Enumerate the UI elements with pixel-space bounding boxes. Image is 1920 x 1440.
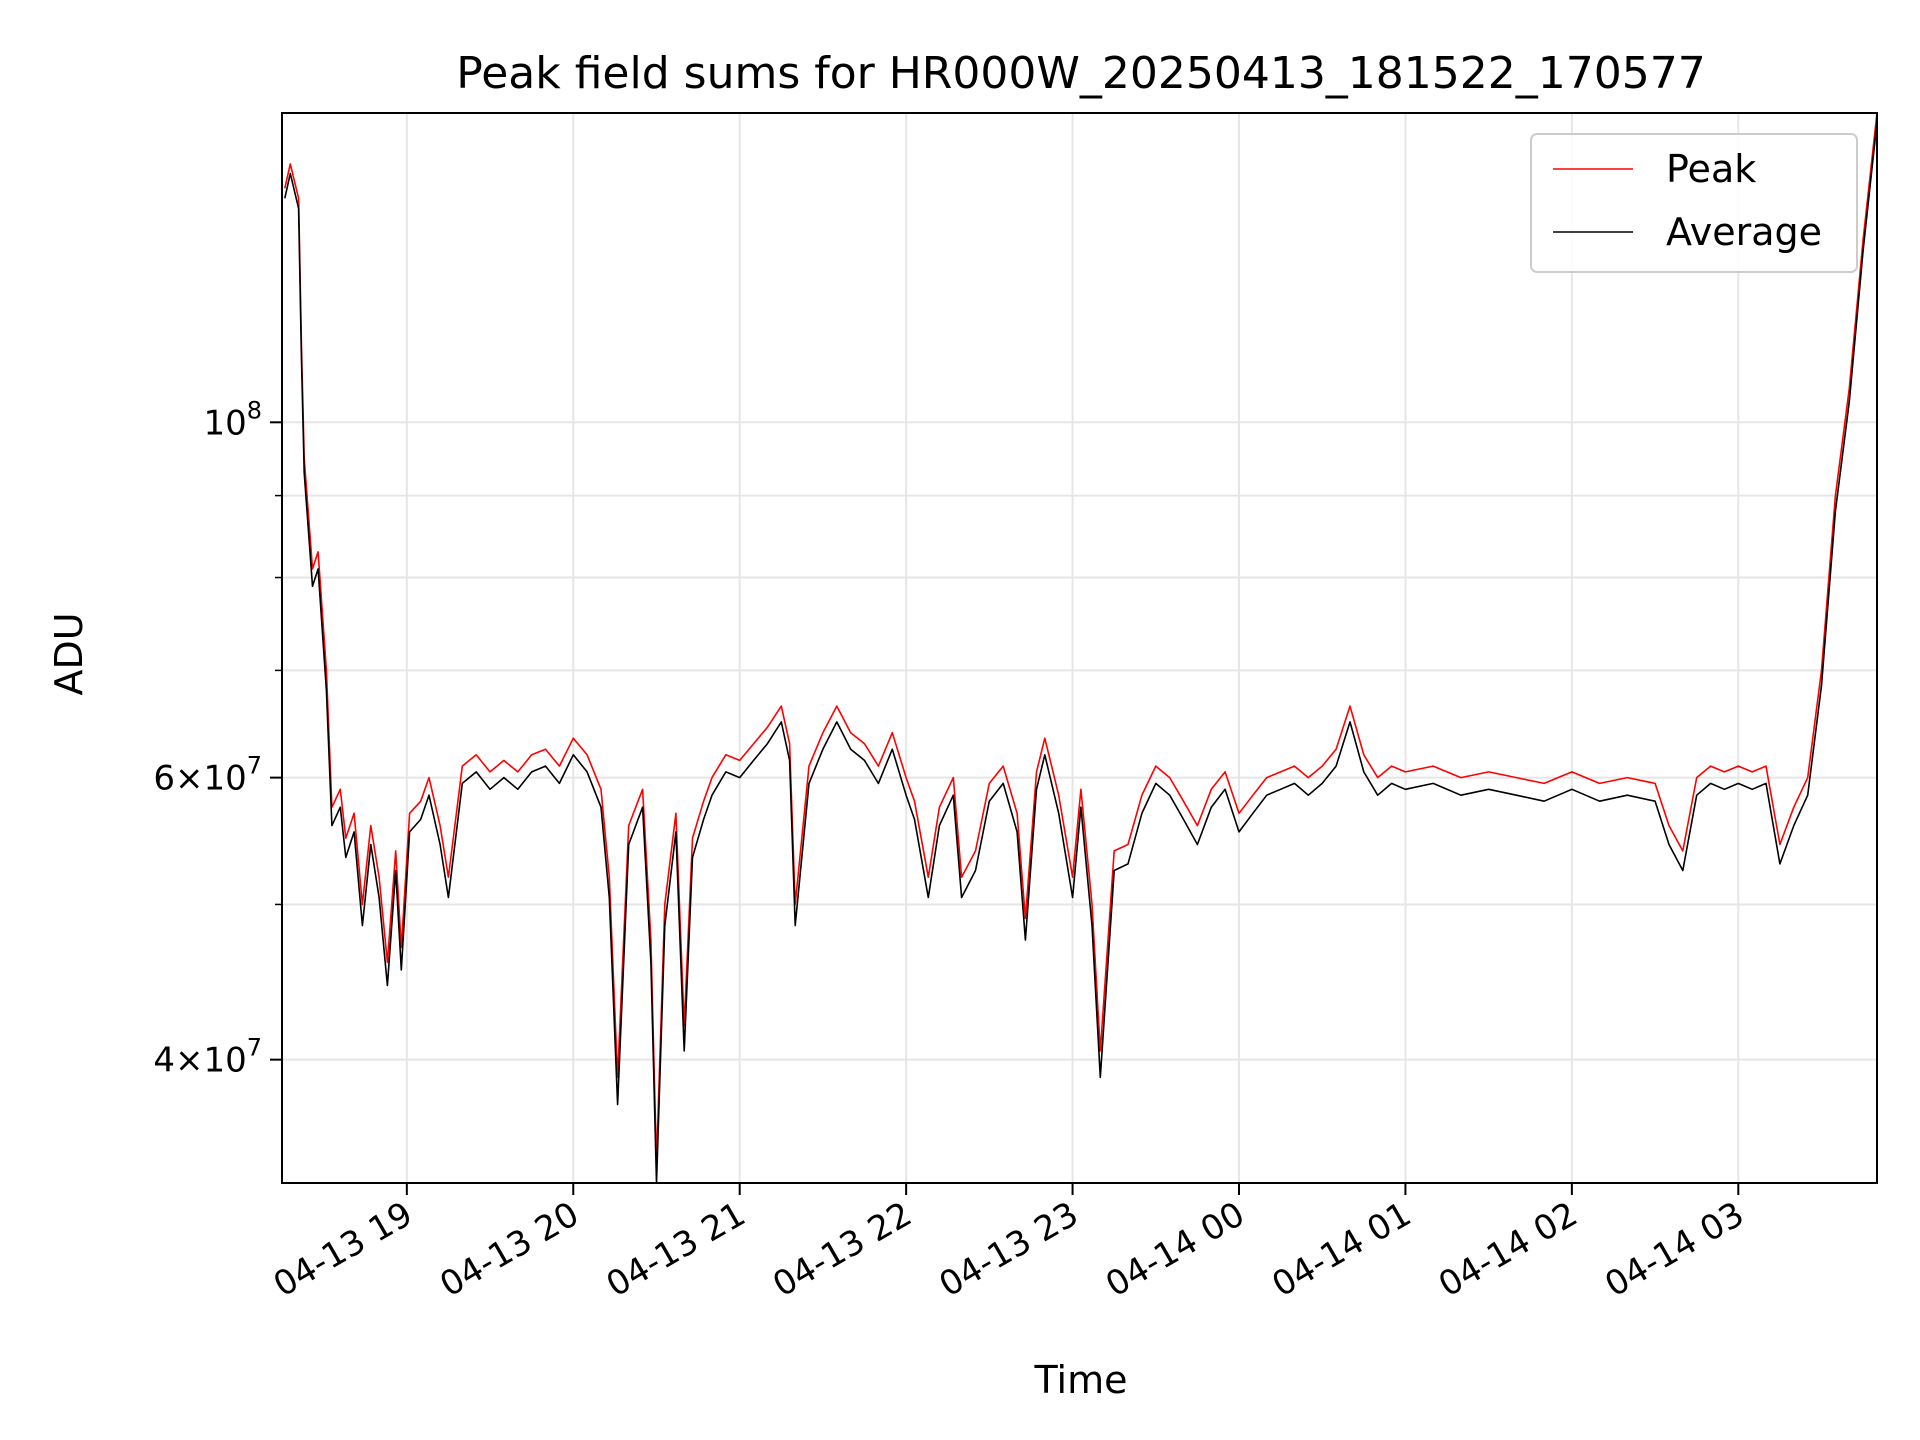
series-layer [284,112,1878,1184]
plot-frame [281,112,1878,1184]
series-line-average [284,121,1878,1184]
grid-lines [282,113,1877,1183]
chart-title: Peak field sums for HR000W_20250413_1815… [456,48,1706,99]
legend: Peak Average [1530,133,1858,273]
y-tick-label: 108 [203,396,262,443]
legend-label-peak: Peak [1666,147,1756,191]
series-line-peak [284,112,1878,1164]
x-axis-label: Time [1034,1358,1128,1402]
y-axis-label: ADU [47,612,91,695]
legend-label-average: Average [1666,210,1822,254]
y-tick-label: 6×107 [153,752,262,799]
y-tick-label: 4×107 [153,1034,262,1081]
